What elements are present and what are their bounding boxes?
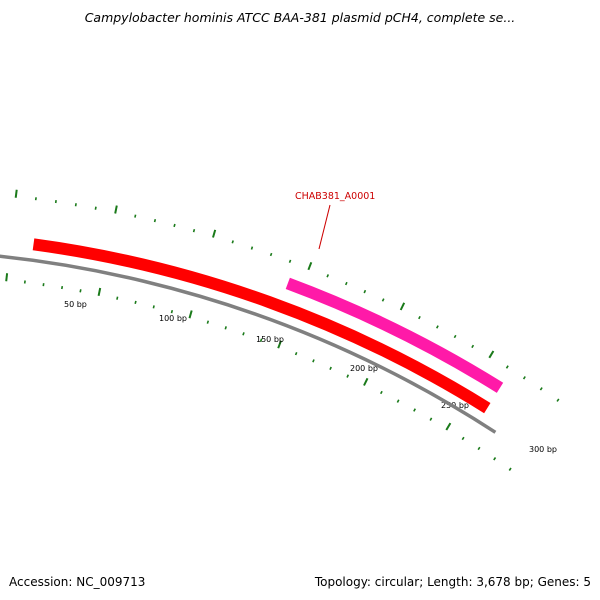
major-tick-mark [363, 377, 369, 386]
minor-tick-mark [471, 344, 475, 349]
minor-tick-mark [379, 390, 383, 395]
scale-label: 50 bp [64, 300, 87, 309]
minor-tick-mark [61, 285, 64, 290]
minor-tick-mark [505, 365, 509, 369]
minor-tick-mark [539, 387, 543, 391]
minor-tick-mark [231, 240, 234, 244]
major-tick-mark [277, 340, 282, 349]
minor-tick-mark [493, 457, 497, 461]
minor-tick-mark [508, 467, 512, 471]
minor-tick-mark [329, 366, 332, 371]
minor-tick-mark [269, 252, 273, 257]
minor-tick-mark [413, 408, 416, 412]
scale-label: 200 bp [350, 364, 378, 373]
minor-tick-mark [344, 281, 348, 286]
major-tick-mark [97, 287, 102, 297]
minor-tick-mark [170, 309, 174, 314]
scale-label: 150 bp [256, 335, 284, 344]
minor-tick-mark [435, 325, 439, 329]
minor-tick-mark [556, 398, 560, 402]
minor-tick-mark [206, 320, 210, 324]
major-tick-mark [399, 302, 406, 311]
minor-tick-mark [192, 228, 196, 233]
major-tick-mark [307, 261, 313, 271]
major-tick-mark [212, 229, 217, 238]
major-tick-mark [445, 422, 452, 431]
minor-tick-mark [116, 296, 119, 300]
minor-tick-mark [153, 219, 157, 223]
minor-tick-mark [294, 351, 298, 356]
minor-tick-mark [381, 298, 385, 302]
minor-tick-mark [453, 334, 457, 339]
minor-tick-mark [134, 214, 137, 218]
scale-label: 300 bp [529, 445, 557, 454]
major-tick-mark [114, 205, 118, 214]
minor-tick-mark [152, 305, 155, 309]
minor-tick-mark [134, 300, 137, 304]
minor-tick-mark [418, 315, 421, 320]
minor-tick-mark [173, 223, 176, 228]
minor-tick-mark [79, 289, 82, 293]
major-tick-mark [488, 350, 495, 359]
minor-tick-mark [250, 246, 254, 250]
outer-tick-marks [14, 189, 560, 402]
scale-label: 100 bp [159, 314, 187, 323]
accession-number: NC_009713 [76, 575, 146, 589]
map-summary: Topology: circular; Length: 3,678 bp; Ge… [314, 575, 591, 589]
minor-tick-mark [461, 436, 465, 441]
major-tick-mark [188, 310, 193, 319]
minor-tick-mark [259, 338, 263, 342]
gene-feature-2[interactable] [285, 277, 504, 393]
major-tick-mark [5, 273, 9, 282]
major-tick-mark [14, 189, 18, 198]
minor-tick-mark [242, 332, 245, 336]
minor-tick-mark [312, 359, 315, 363]
gene-label-chab381-a0001[interactable]: CHAB381_A0001 [295, 191, 375, 202]
minor-tick-mark [74, 203, 77, 207]
plasmid-backbone [0, 254, 497, 434]
accession-info: Accession: NC_009713 [9, 575, 145, 589]
minor-tick-mark [326, 274, 330, 278]
minor-tick-mark [288, 259, 292, 263]
minor-tick-mark [224, 326, 227, 330]
gene-label-leader-line [318, 204, 331, 250]
accession-prefix: Accession: [9, 575, 73, 589]
minor-tick-mark [363, 289, 367, 294]
minor-tick-mark [94, 206, 97, 210]
minor-tick-mark [346, 374, 350, 378]
minor-tick-mark [522, 376, 526, 380]
minor-tick-mark [429, 417, 433, 421]
map-title: Campylobacter hominis ATCC BAA-381 plasm… [84, 10, 516, 25]
minor-tick-mark [396, 399, 400, 403]
inner-tick-marks [5, 273, 512, 471]
minor-tick-mark [477, 446, 481, 451]
gene-feature-chab381-a0001[interactable] [32, 238, 491, 414]
